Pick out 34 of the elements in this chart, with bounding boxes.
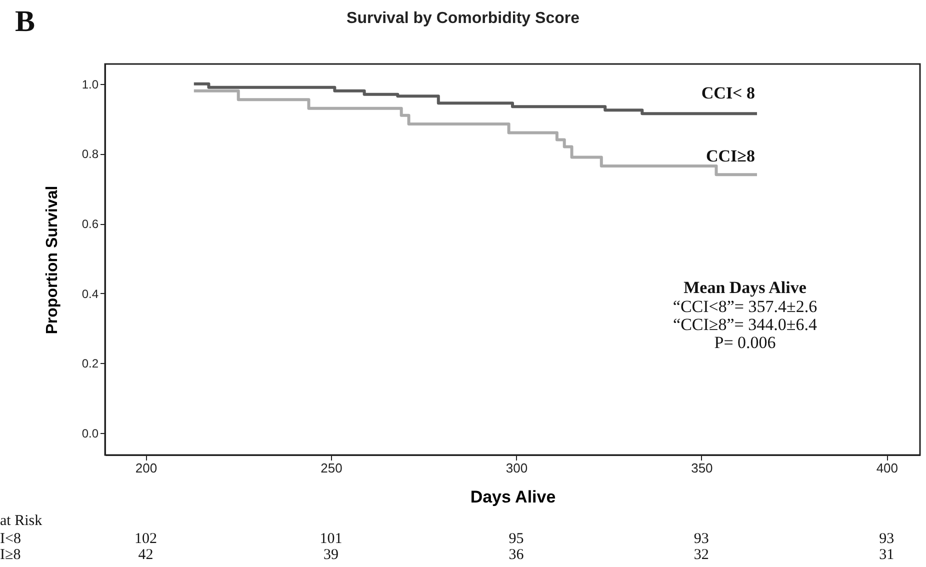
text: 36 bbox=[508, 547, 524, 563]
annotation: “CCI≥8”= 344.0±6.4 bbox=[673, 315, 818, 334]
x-tick-label: 350 bbox=[691, 460, 713, 476]
text: 39 bbox=[323, 547, 338, 563]
annotation: P= 0.006 bbox=[714, 333, 776, 352]
text: 101 bbox=[320, 531, 342, 547]
x-tick-label: 300 bbox=[506, 460, 528, 476]
x-axis-title: Days Alive bbox=[470, 488, 556, 506]
y-tick-label: 1.0 bbox=[82, 77, 99, 92]
y-tick-label: 0.8 bbox=[82, 147, 99, 162]
text: 32 bbox=[694, 547, 709, 563]
x-tick-label: 400 bbox=[876, 460, 898, 476]
y-tick-label: 0.4 bbox=[82, 286, 99, 301]
text: 95 bbox=[508, 531, 524, 547]
chart-title: Survival by Comorbidity Score bbox=[346, 10, 580, 27]
text: 93 bbox=[879, 531, 894, 547]
y-axis-title: Proportion Survival bbox=[44, 186, 61, 334]
text: B bbox=[15, 5, 36, 38]
y-tick-label: 0.2 bbox=[82, 356, 99, 371]
series-label: CCI≥8 bbox=[706, 146, 755, 166]
annotation: “CCI<8”= 357.4±2.6 bbox=[672, 297, 818, 316]
text: 42 bbox=[138, 547, 154, 563]
y-tick-label: 0.0 bbox=[82, 426, 99, 441]
text: 31 bbox=[879, 547, 894, 563]
annotation: Mean Days Alive bbox=[684, 278, 807, 297]
text: at Risk bbox=[0, 513, 43, 529]
text: 93 bbox=[694, 531, 709, 547]
y-tick-label: 0.6 bbox=[82, 217, 99, 232]
text: I<8 bbox=[0, 531, 21, 547]
text: 102 bbox=[134, 531, 157, 547]
series-label: CCI< 8 bbox=[701, 84, 755, 103]
text: I≥8 bbox=[0, 547, 21, 563]
x-tick-label: 250 bbox=[320, 460, 342, 476]
x-tick-label: 200 bbox=[135, 460, 158, 476]
